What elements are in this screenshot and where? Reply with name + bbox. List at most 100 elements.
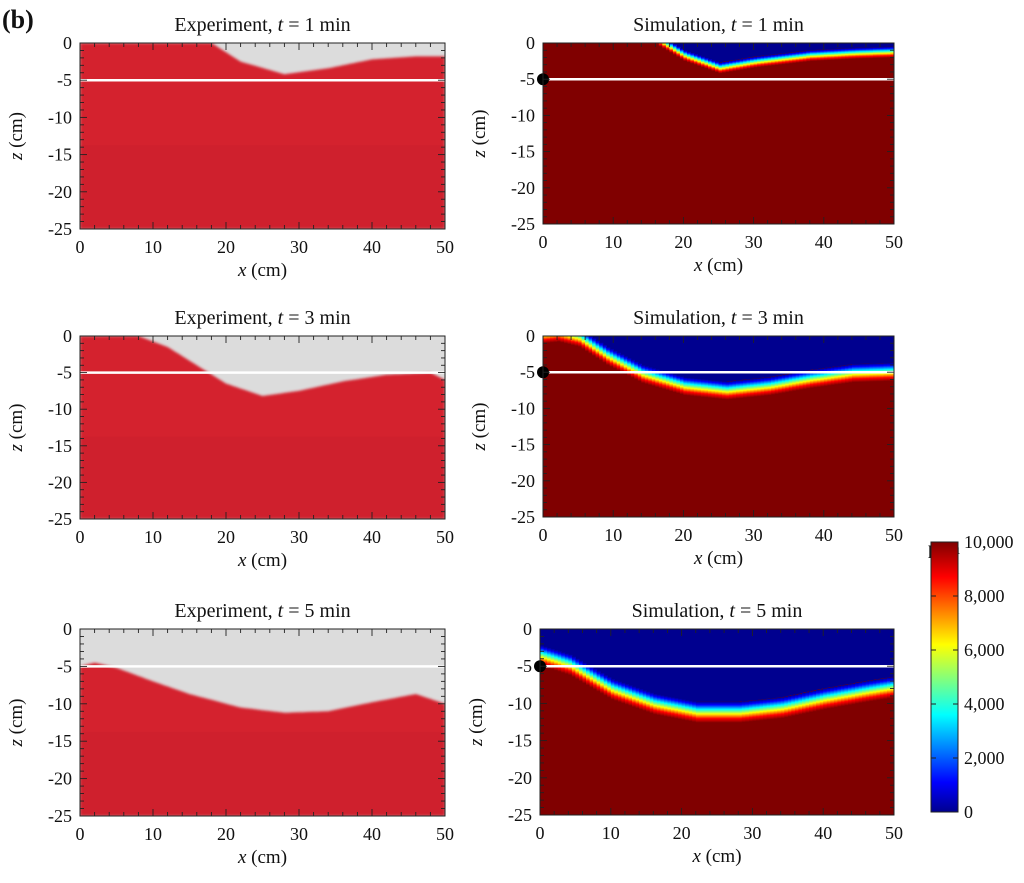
x-tick-label: 20 <box>217 237 235 257</box>
x-tick-labels: 0 10 20 30 40 50 <box>76 824 455 844</box>
x-tick-label: 40 <box>815 525 833 545</box>
y-tick-label: 0 <box>526 326 535 346</box>
y-tick-label: -10 <box>508 693 532 713</box>
x-tick-label: 30 <box>290 527 308 547</box>
minor-ticks <box>542 335 895 518</box>
x-tick-label: 20 <box>674 525 692 545</box>
plot-frame <box>542 42 895 225</box>
plot-frame <box>542 335 895 518</box>
y-tick-label: -15 <box>48 436 72 456</box>
colorbar-tick-label: 8,000 <box>964 586 1005 606</box>
panel-experiment-t3: 0 10 20 30 40 50 0 -5 -10 -15 -20 -25 Experiment, t … <box>6 307 454 571</box>
x-tick-label: 40 <box>363 527 381 547</box>
y-tick-label: -20 <box>511 178 535 198</box>
x-tick-labels: 0 10 20 30 40 50 <box>76 527 455 547</box>
y-tick-label: -5 <box>520 69 535 89</box>
y-axis-label: z (cm) <box>6 403 27 452</box>
y-tick-labels: 0 -5 -10 -15 -20 -25 <box>48 33 72 239</box>
panel-simulation-t5: 0 10 20 30 40 50 0 -5 -10 -15 -20 -25 Simulation, t … <box>466 600 903 867</box>
x-tick-label: 20 <box>674 232 692 252</box>
minor-ticks <box>79 42 446 230</box>
y-tick-label: -5 <box>517 656 532 676</box>
y-tick-label: -15 <box>48 731 72 751</box>
x-tick-label: 20 <box>217 824 235 844</box>
colorbar-gradient <box>930 541 959 813</box>
y-tick-label: -25 <box>48 219 72 239</box>
y-tick-label: -20 <box>48 182 72 202</box>
colorbar-tick-label: 10,000 <box>964 532 1014 552</box>
y-tick-label: 0 <box>63 619 72 639</box>
plot-frame <box>79 42 446 230</box>
panel-title: Simulation, t = 1 min <box>633 14 804 36</box>
y-tick-label: -15 <box>511 142 535 162</box>
plot-area <box>80 336 445 519</box>
dye-region <box>80 662 445 816</box>
y-tick-labels: 0 -5 -10 -15 -20 -25 <box>508 619 532 825</box>
x-tick-label: 50 <box>436 237 454 257</box>
minor-ticks <box>542 42 895 225</box>
y-axis-label: z (cm) <box>469 402 490 451</box>
x-axis-label: x (cm) <box>237 847 287 868</box>
x-tick-label: 30 <box>743 823 761 843</box>
minor-ticks <box>79 628 446 817</box>
x-tick-label: 20 <box>673 823 691 843</box>
y-axis-label: z (cm) <box>469 109 490 158</box>
panels: 0 10 20 30 40 50 0 -5 -10 -15 -20 -25 Experiment, t … <box>6 14 903 868</box>
x-tick-labels: 0 10 20 30 40 50 <box>539 232 904 252</box>
x-tick-label: 40 <box>363 824 381 844</box>
dye-region <box>80 43 445 229</box>
panel-title: Simulation, t = 5 min <box>632 600 803 622</box>
x-tick-label: 10 <box>144 527 162 547</box>
x-tick-labels: 0 10 20 30 40 50 <box>539 525 904 545</box>
x-tick-label: 0 <box>76 527 85 547</box>
plot-area <box>80 43 445 229</box>
x-tick-labels: 0 10 20 30 40 50 <box>536 823 904 843</box>
panel-title: Experiment, t = 3 min <box>174 307 350 329</box>
panel-label: (b) <box>2 5 34 34</box>
panel-simulation-t3: 0 10 20 30 40 50 0 -5 -10 -15 -20 -25 Simulation, t … <box>469 307 903 569</box>
colorbar-tick-label: 2,000 <box>964 748 1005 768</box>
dye-region <box>80 336 445 519</box>
y-tick-label: -15 <box>508 731 532 751</box>
y-axis-label: z (cm) <box>6 112 27 161</box>
plot-area <box>543 336 894 517</box>
y-tick-label: -20 <box>508 768 532 788</box>
x-tick-label: 10 <box>604 232 622 252</box>
x-axis-label: x (cm) <box>237 550 287 571</box>
plot-frame <box>79 335 446 520</box>
x-tick-label: 50 <box>885 525 903 545</box>
y-tick-labels: 0 -5 -10 -15 -20 -25 <box>511 326 535 527</box>
x-axis-label: x (cm) <box>693 255 743 276</box>
x-axis-label: x (cm) <box>237 260 287 281</box>
y-tick-label: -10 <box>511 105 535 125</box>
y-tick-label: 0 <box>526 33 535 53</box>
y-tick-label: -25 <box>48 806 72 826</box>
y-tick-label: -25 <box>48 509 72 529</box>
y-tick-label: -15 <box>511 435 535 455</box>
x-tick-label: 20 <box>217 527 235 547</box>
x-tick-label: 10 <box>144 824 162 844</box>
x-tick-label: 30 <box>290 824 308 844</box>
x-tick-labels: 0 10 20 30 40 50 <box>76 237 455 257</box>
dye-shade <box>80 731 445 816</box>
y-tick-label: -25 <box>511 214 535 234</box>
x-tick-label: 50 <box>885 823 903 843</box>
y-tick-labels: 0 -5 -10 -15 -20 -25 <box>48 326 72 529</box>
panel-title: Experiment, t = 1 min <box>174 14 350 36</box>
x-tick-label: 40 <box>814 823 832 843</box>
panel-experiment-t5: 0 10 20 30 40 50 0 -5 -10 -15 -20 -25 Experiment, t … <box>6 600 454 868</box>
colorbar-ticks: 0 2,000 4,000 6,000 8,000 10,000 <box>931 532 1014 822</box>
y-tick-label: -25 <box>508 805 532 825</box>
plot-area <box>80 629 445 816</box>
panel-title: Experiment, t = 5 min <box>174 600 350 622</box>
x-tick-label: 30 <box>745 525 763 545</box>
x-tick-label: 30 <box>745 232 763 252</box>
x-axis-label: x (cm) <box>693 548 743 569</box>
x-tick-label: 50 <box>436 527 454 547</box>
panel-experiment-t1: 0 10 20 30 40 50 0 -5 -10 -15 -20 -25 Experiment, t … <box>6 14 454 281</box>
colorbar-tick-label: 4,000 <box>964 694 1005 714</box>
colorbar-tick-label: 6,000 <box>964 640 1005 660</box>
y-axis-label: z (cm) <box>466 698 487 747</box>
y-tick-label: -10 <box>48 694 72 714</box>
